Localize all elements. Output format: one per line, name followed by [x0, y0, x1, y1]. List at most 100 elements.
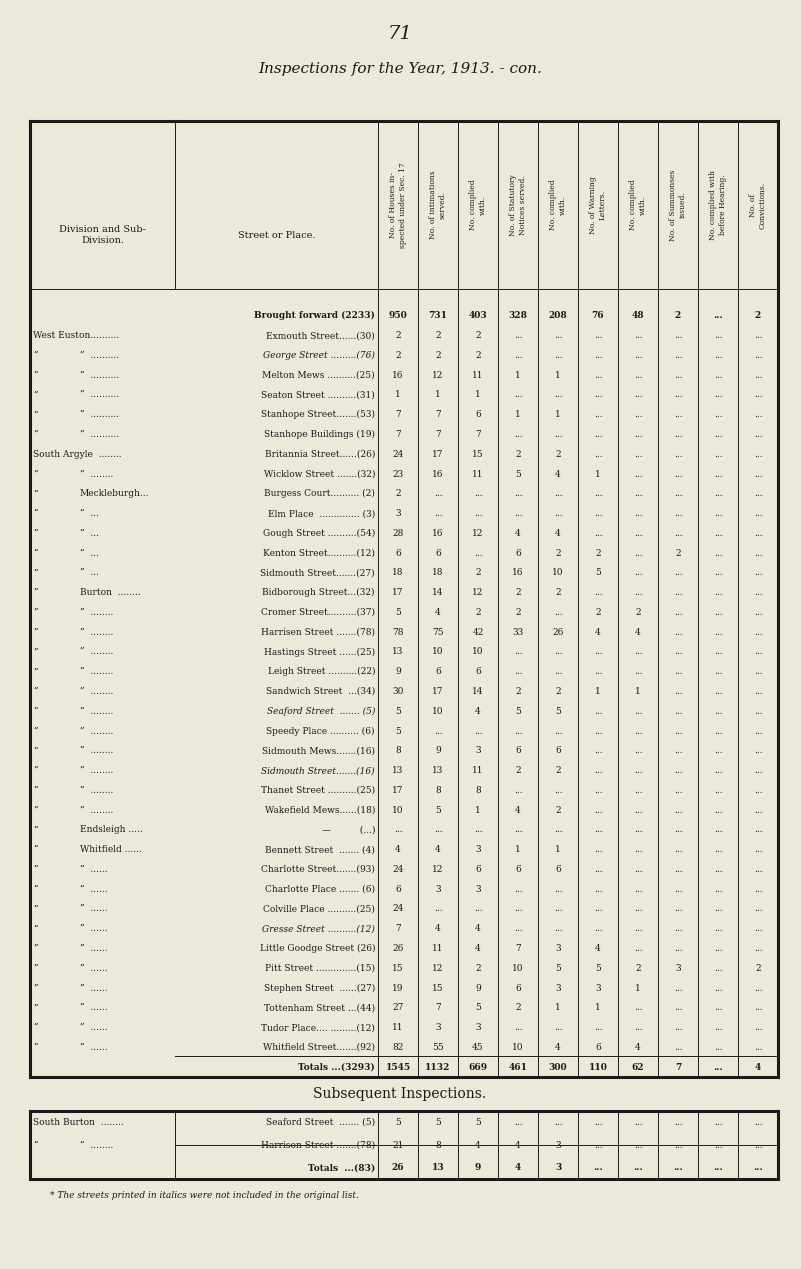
Text: ”: ”: [33, 430, 38, 439]
Text: ”: ”: [33, 1004, 38, 1013]
Text: ”: ”: [33, 884, 38, 893]
Text: 19: 19: [392, 983, 404, 992]
Text: ”: ”: [33, 905, 38, 914]
Text: ”: ”: [33, 1023, 38, 1032]
Text: ...: ...: [674, 1118, 682, 1127]
Text: ...: ...: [754, 1118, 763, 1127]
Text: ...: ...: [674, 687, 682, 695]
Text: ”  ......: ” ......: [80, 944, 107, 953]
Text: 5: 5: [435, 1118, 441, 1127]
Text: 7: 7: [435, 410, 441, 419]
Text: ”  ........: ” ........: [80, 628, 114, 637]
Text: ”: ”: [33, 1043, 38, 1052]
Text: 7: 7: [675, 1062, 681, 1071]
Text: 2: 2: [475, 331, 481, 340]
Text: 26: 26: [392, 944, 404, 953]
Text: ...: ...: [674, 588, 682, 598]
Text: 45: 45: [472, 1043, 484, 1052]
Text: 403: 403: [469, 311, 487, 320]
Text: ...: ...: [594, 786, 602, 794]
Text: ...: ...: [634, 470, 642, 478]
Text: ”: ”: [33, 608, 38, 617]
Text: ...: ...: [754, 371, 763, 379]
Text: 2: 2: [595, 608, 601, 617]
Text: ...: ...: [433, 727, 442, 736]
Text: ”  ..........: ” ..........: [80, 430, 119, 439]
Text: ...: ...: [634, 825, 642, 835]
Text: ...: ...: [754, 687, 763, 695]
Text: 6: 6: [515, 548, 521, 557]
Text: 7: 7: [395, 410, 400, 419]
Text: 12: 12: [473, 529, 484, 538]
Text: 9: 9: [475, 983, 481, 992]
Text: ...: ...: [594, 845, 602, 854]
Text: ...: ...: [553, 647, 562, 656]
Text: 78: 78: [392, 628, 404, 637]
Text: ...: ...: [594, 766, 602, 775]
Text: Leigh Street ..........(22): Leigh Street ..........(22): [268, 667, 375, 676]
Text: Whitfield Street.......(92): Whitfield Street.......(92): [263, 1043, 375, 1052]
Text: ...: ...: [753, 1164, 763, 1173]
Text: ...: ...: [674, 529, 682, 538]
Text: 5: 5: [595, 569, 601, 577]
Text: ...: ...: [714, 1004, 723, 1013]
Text: Stanhope Street.......(53): Stanhope Street.......(53): [261, 410, 375, 419]
Text: 4: 4: [515, 1141, 521, 1150]
Text: No. of Summonses
issued.: No. of Summonses issued.: [670, 169, 686, 241]
Text: ...: ...: [594, 352, 602, 360]
Text: 5: 5: [395, 707, 401, 716]
Text: 300: 300: [549, 1062, 567, 1071]
Text: ”  ..........: ” ..........: [80, 352, 119, 360]
Text: ...: ...: [513, 391, 522, 400]
Text: ...: ...: [553, 727, 562, 736]
Text: Meckleburgh...: Meckleburgh...: [80, 490, 150, 499]
Text: 4: 4: [635, 1043, 641, 1052]
Text: 7: 7: [475, 430, 481, 439]
Text: ”  ........: ” ........: [80, 727, 114, 736]
Text: ...: ...: [634, 410, 642, 419]
Text: 4: 4: [635, 628, 641, 637]
Text: 4: 4: [555, 470, 561, 478]
Text: ...: ...: [754, 391, 763, 400]
Text: ...: ...: [754, 430, 763, 439]
Text: 10: 10: [433, 647, 444, 656]
Text: ...: ...: [634, 786, 642, 794]
Text: ...: ...: [634, 667, 642, 676]
Text: 208: 208: [549, 311, 567, 320]
Text: 27: 27: [392, 1004, 404, 1013]
Text: 17: 17: [433, 687, 444, 695]
Text: 5: 5: [595, 963, 601, 973]
Text: ...: ...: [674, 608, 682, 617]
Text: No. complied
with.: No. complied with.: [630, 180, 646, 231]
Text: ...: ...: [513, 884, 522, 893]
Text: ...: ...: [754, 884, 763, 893]
Text: ”: ”: [33, 1141, 38, 1150]
Text: ”  ........: ” ........: [80, 766, 114, 775]
Text: ...: ...: [754, 825, 763, 835]
Text: ...: ...: [714, 588, 723, 598]
Text: ...: ...: [714, 806, 723, 815]
Text: 10: 10: [473, 647, 484, 656]
Text: ...: ...: [714, 825, 723, 835]
Text: No. of Warning
Letters.: No. of Warning Letters.: [590, 176, 606, 233]
Text: ...: ...: [674, 449, 682, 459]
Text: 23: 23: [392, 470, 404, 478]
Text: ...: ...: [513, 924, 522, 933]
Text: 3: 3: [555, 944, 561, 953]
Text: 5: 5: [395, 608, 401, 617]
Text: 2: 2: [675, 311, 681, 320]
Text: ...: ...: [714, 391, 723, 400]
Text: ...: ...: [714, 410, 723, 419]
Text: ”  ......: ” ......: [80, 865, 107, 874]
Text: ”  ...: ” ...: [80, 548, 99, 557]
Text: Sidmouth Street.......(16): Sidmouth Street.......(16): [261, 766, 375, 775]
Text: No. of intimations
served.: No. of intimations served.: [429, 171, 447, 240]
Text: ”: ”: [33, 509, 38, 518]
Text: 2: 2: [555, 449, 561, 459]
Text: 1: 1: [595, 470, 601, 478]
Text: ...: ...: [473, 490, 482, 499]
Text: Endsleigh .....: Endsleigh .....: [80, 825, 143, 835]
Text: ...: ...: [713, 1164, 723, 1173]
Text: ...: ...: [754, 588, 763, 598]
Text: ”  ...: ” ...: [80, 569, 99, 577]
